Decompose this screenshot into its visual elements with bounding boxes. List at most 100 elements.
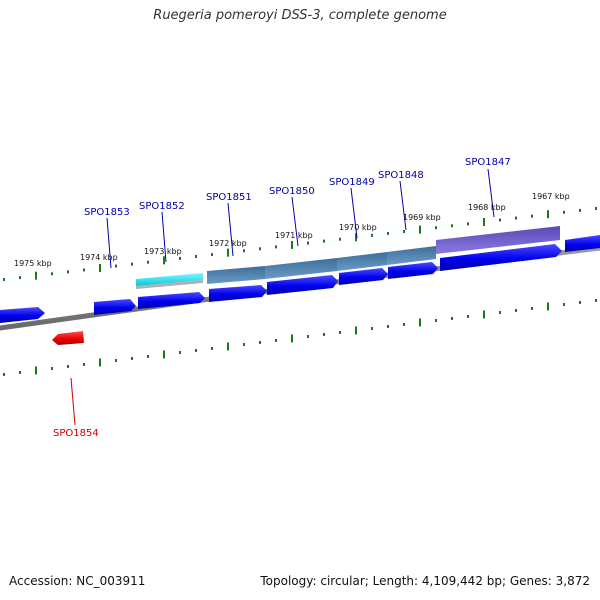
leader-spo1854 (70, 377, 76, 426)
lower-scale-minor-tick (323, 333, 325, 336)
upper-scale-major-tick (355, 233, 357, 242)
gene-label-spo1851[interactable]: SPO1851 (206, 192, 252, 203)
leader-spo1849 (350, 187, 358, 239)
lower-scale-minor-tick (147, 355, 149, 358)
tick-label-1975: 1975 kbp (14, 259, 52, 268)
upper-scale-minor-tick (467, 222, 469, 226)
gene-label-spo1849[interactable]: SPO1849 (329, 177, 375, 188)
scale-tick-labels: 1975 kbp 1974 kbp 1973 kbp 1972 kbp 1971… (14, 192, 570, 268)
gene-label-spo1853[interactable]: SPO1853 (84, 207, 130, 218)
gene-arrow-spo1852[interactable] (138, 292, 205, 309)
upper-scale-minor-tick (211, 253, 213, 257)
feature-bar-steel-2 (265, 258, 337, 279)
lower-scale-minor-tick (67, 365, 69, 368)
gene-label-spo1852[interactable]: SPO1852 (139, 201, 185, 212)
lower-scale-minor-tick (51, 367, 53, 370)
lower-scale-minor-tick (403, 323, 405, 326)
upper-scale-minor-tick (323, 239, 325, 243)
lower-scale-major-tick (163, 350, 165, 359)
lower-scale-minor-tick (243, 343, 245, 346)
lower-scale-major-tick (419, 318, 421, 327)
gene-label-spo1854[interactable]: SPO1854 (53, 428, 99, 439)
upper-scale-minor-tick (307, 241, 309, 245)
gene-arrow-spo1850[interactable] (267, 275, 338, 295)
lower-scale-minor-tick (371, 327, 373, 330)
upper-scale-minor-tick (579, 208, 581, 212)
upper-scale-minor-tick (563, 210, 565, 214)
upper-scale-minor-tick (531, 214, 533, 218)
upper-scale-major-tick (99, 264, 101, 272)
upper-scale-major-tick (547, 210, 549, 219)
gene-arrow-right-edge[interactable] (565, 235, 600, 252)
feature-bar-purple (436, 226, 560, 254)
lower-scale-major-tick (483, 310, 485, 319)
forward-genes (0, 235, 600, 323)
upper-scale-minor-tick (147, 260, 149, 264)
gene-labels: SPO1853 SPO1852 SPO1851 SPO1850 SPO1849 … (53, 157, 511, 439)
upper-scale-minor-tick (435, 226, 437, 230)
upper-scale-minor-tick (67, 270, 69, 274)
lower-scale-major-tick (99, 358, 101, 367)
upper-scale-track (3, 206, 597, 282)
tick-label-1969: 1969 kbp (403, 213, 441, 222)
upper-scale-minor-tick (131, 262, 133, 266)
lower-scale-minor-tick (115, 359, 117, 362)
upper-scale-minor-tick (179, 256, 181, 260)
lower-scale-minor-tick (259, 341, 261, 344)
gene-label-spo1850[interactable]: SPO1850 (269, 186, 315, 197)
upper-scale-minor-tick (499, 218, 501, 222)
leader-spo1853 (106, 217, 112, 269)
lower-scale-track (3, 299, 597, 376)
tick-label-1971: 1971 kbp (275, 231, 313, 240)
lower-scale-minor-tick (211, 347, 213, 350)
upper-scale-minor-tick (115, 264, 117, 268)
leader-spo1850 (291, 196, 299, 247)
upper-scale-major-tick (419, 225, 421, 234)
lower-scale-minor-tick (3, 373, 5, 376)
upper-scale-minor-tick (275, 245, 277, 249)
lower-scale-minor-tick (131, 357, 133, 360)
lower-scale-minor-tick (499, 311, 501, 314)
lower-scale-minor-tick (83, 363, 85, 366)
lower-scale-minor-tick (307, 335, 309, 338)
upper-scale-minor-tick (339, 237, 341, 241)
upper-scale-minor-tick (83, 268, 85, 272)
lower-scale-minor-tick (451, 317, 453, 320)
gene-arrow-spo1847[interactable] (440, 244, 562, 271)
lower-scale-major-tick (291, 334, 293, 343)
genome-summary-label: Topology: circular; Length: 4,109,442 bp… (260, 574, 590, 588)
upper-scale-minor-tick (243, 249, 245, 253)
gene-arrow-left-edge[interactable] (0, 307, 45, 323)
upper-scale-minor-tick (451, 224, 453, 228)
leader-spo1848 (399, 180, 407, 231)
feature-bar-cyan (136, 273, 203, 286)
gene-arrow-spo1849[interactable] (339, 268, 388, 285)
lower-scale-minor-tick (179, 351, 181, 354)
lower-scale-minor-tick (435, 319, 437, 322)
gene-label-spo1848[interactable]: SPO1848 (378, 170, 424, 181)
tick-label-1972: 1972 kbp (209, 239, 247, 248)
upper-scale-minor-tick (403, 230, 405, 234)
leader-spo1852 (161, 211, 167, 263)
upper-scale-minor-tick (51, 272, 53, 276)
upper-scale-minor-tick (371, 233, 373, 237)
leader-spo1851 (227, 202, 234, 257)
gene-arrow-spo1853[interactable] (94, 299, 136, 315)
gene-label-spo1847[interactable]: SPO1847 (465, 157, 511, 168)
lower-scale-major-tick (35, 366, 37, 375)
lower-scale-minor-tick (579, 301, 581, 304)
upper-scale-minor-tick (3, 278, 5, 282)
gene-arrow-spo1854[interactable] (52, 331, 84, 345)
tick-label-1967: 1967 kbp (532, 192, 570, 201)
feature-bars (136, 226, 560, 289)
upper-scale-major-tick (227, 248, 229, 257)
upper-scale-minor-tick (259, 247, 261, 251)
gene-arrow-spo1848[interactable] (388, 262, 438, 279)
feature-bar-steel-3 (337, 252, 387, 271)
upper-scale-major-tick (163, 256, 165, 265)
feature-bar-steel-1 (207, 266, 265, 284)
gene-arrow-spo1851[interactable] (209, 285, 267, 302)
upper-scale-major-tick (35, 271, 37, 280)
tick-label-1970: 1970 kbp (339, 223, 377, 232)
